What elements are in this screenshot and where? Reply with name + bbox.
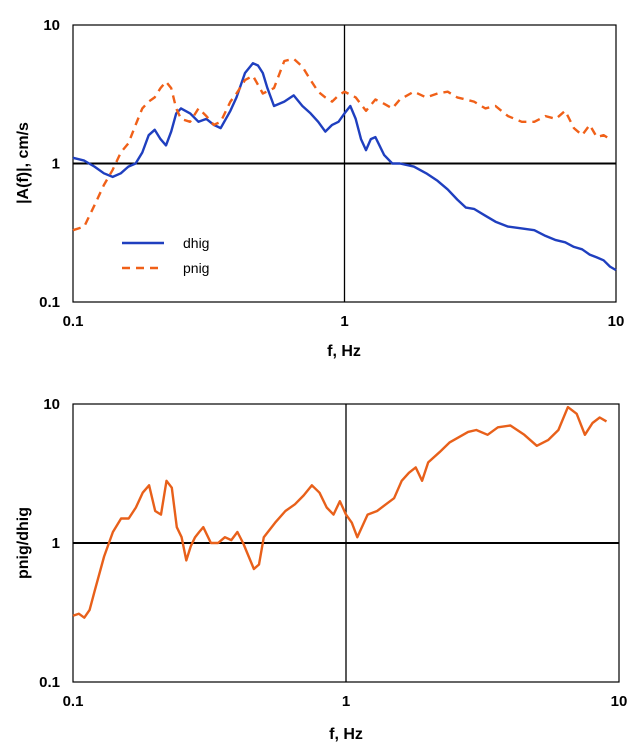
legend-label-pnig: pnig xyxy=(183,260,209,276)
x-tick-label: 0.1 xyxy=(63,313,84,330)
y-axis-label: |A(f)|, cm/s xyxy=(15,122,32,204)
series-line-pnig xyxy=(72,57,611,232)
x-tick-label: 10 xyxy=(608,313,625,330)
y-tick-label: 0.1 xyxy=(39,294,60,311)
y-tick-label: 0.1 xyxy=(39,674,60,691)
x-tick-label: 0.1 xyxy=(63,693,84,710)
x-axis-label: f, Hz xyxy=(327,343,361,360)
y-tick-label: 1 xyxy=(52,535,60,552)
x-axis-label: f, Hz xyxy=(329,726,363,743)
reference-lines xyxy=(73,404,619,682)
series-layer xyxy=(72,405,608,619)
x-tick-label: 10 xyxy=(611,693,628,710)
x-tick-label: 1 xyxy=(340,313,348,330)
spectral-ratio-chart: 0.1 1 10 0.1 1 10 f, Hz pnig/dhig xyxy=(15,396,627,743)
series-line-dhig xyxy=(72,62,617,272)
y-axis-label: pnig/dhig xyxy=(15,507,32,579)
legend-label-dhig: dhig xyxy=(183,235,209,251)
y-tick-label: 1 xyxy=(52,156,60,173)
series-line-ratio-0 xyxy=(72,405,608,619)
amplitude-spectrum-chart: 0.1 1 10 0.1 1 10 f, Hz |A(f)|, cm/s dhig pni… xyxy=(15,17,624,360)
y-tick-label: 10 xyxy=(43,396,60,413)
x-tick-label: 1 xyxy=(342,693,350,710)
legend: dhig pnig xyxy=(122,235,209,276)
tick-labels: 0.1 1 10 0.1 1 10 xyxy=(39,17,624,330)
series-layer xyxy=(72,57,617,272)
reference-lines xyxy=(73,25,616,302)
tick-labels: 0.1 1 10 0.1 1 10 xyxy=(39,396,627,710)
y-tick-label: 10 xyxy=(43,17,60,34)
